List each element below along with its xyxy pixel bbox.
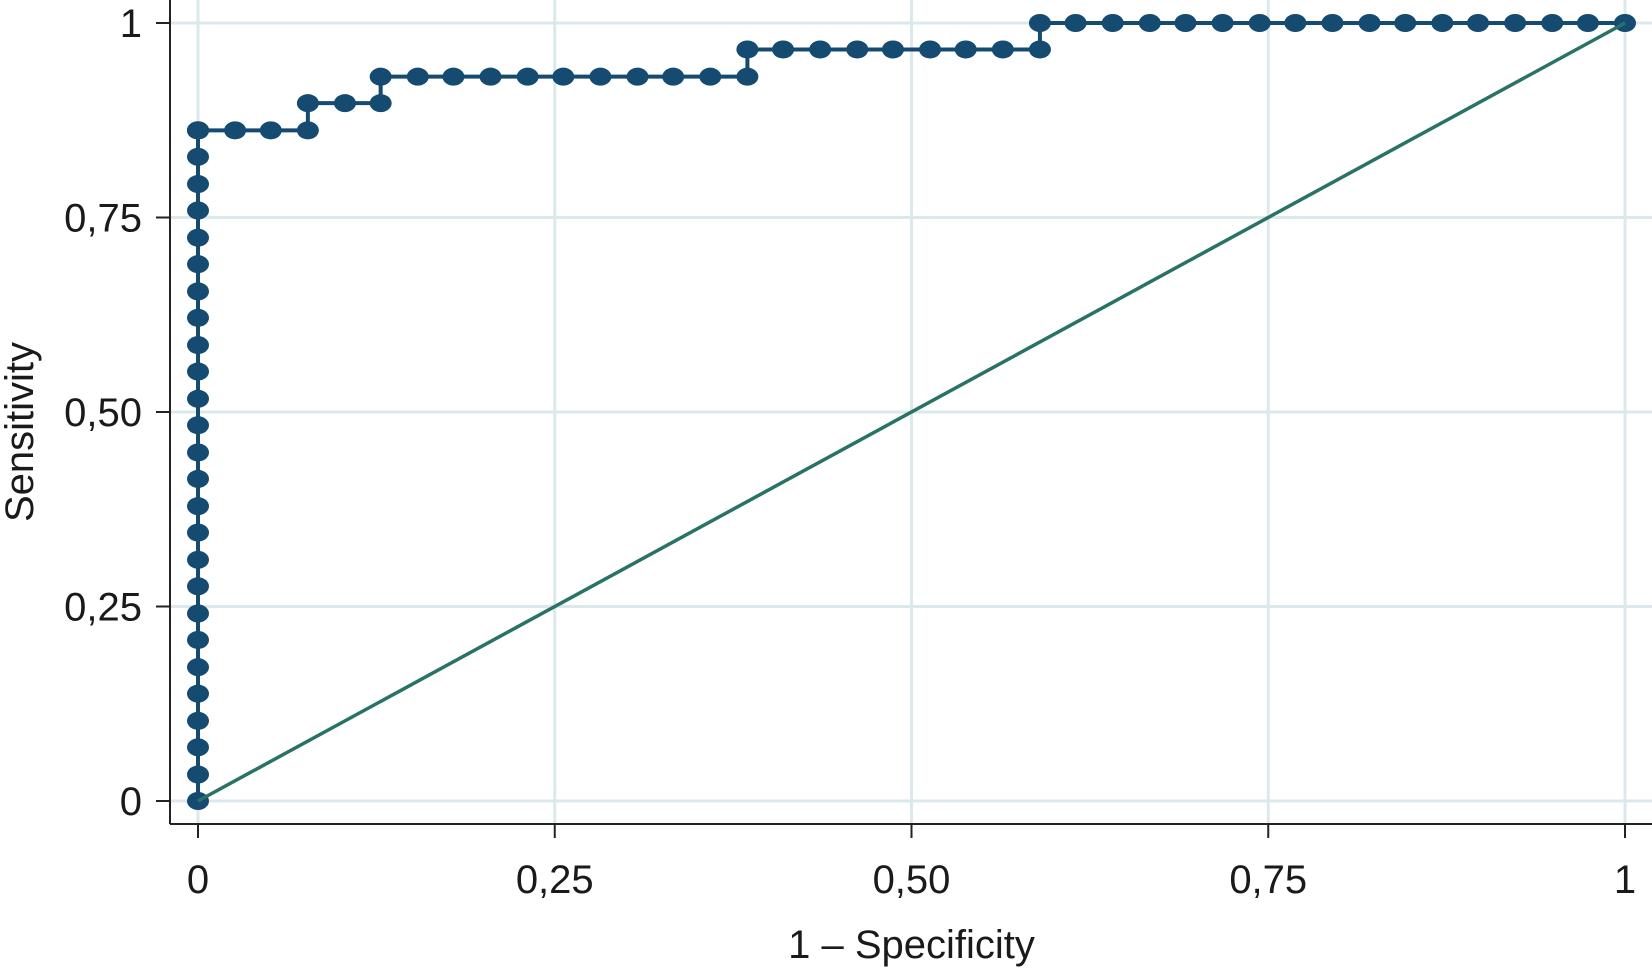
roc-point: [187, 362, 209, 381]
roc-point: [772, 40, 795, 59]
y-tick-label-2: 0,50: [64, 391, 142, 435]
roc-point: [1358, 14, 1381, 32]
roc-point: [187, 228, 209, 247]
roc-point: [187, 308, 209, 327]
roc-point: [1284, 14, 1307, 32]
roc-point: [736, 67, 759, 86]
roc-point: [187, 469, 209, 488]
roc-point: [296, 121, 319, 140]
roc-point: [1431, 14, 1454, 32]
roc-point: [1321, 14, 1344, 32]
roc-point: [187, 604, 209, 623]
roc-point: [187, 738, 209, 757]
x-tick-label-2: 0,50: [873, 858, 951, 902]
roc-point: [516, 67, 539, 86]
roc-point: [479, 67, 502, 86]
plot-series: [187, 14, 1636, 810]
roc-point: [1576, 14, 1599, 32]
roc-point: [187, 497, 209, 516]
roc-point: [187, 255, 209, 274]
roc-point: [296, 94, 319, 113]
roc-point: [589, 67, 612, 86]
roc-point: [662, 67, 685, 86]
y-tick-label-1: 0,25: [64, 586, 142, 630]
y-axis-title: Sensitivity: [0, 342, 42, 522]
roc-point: [1541, 14, 1564, 32]
x-tick-label-0: 0: [187, 858, 209, 902]
roc-point: [954, 40, 977, 59]
roc-point: [187, 336, 209, 355]
roc-point: [1211, 14, 1234, 32]
roc-point: [187, 201, 209, 220]
roc-point: [187, 711, 209, 730]
roc-point: [333, 94, 356, 113]
roc-point: [881, 40, 904, 59]
roc-point: [1101, 14, 1124, 32]
roc-point: [187, 550, 209, 569]
roc-point: [846, 40, 869, 59]
roc-point: [187, 658, 209, 677]
roc-point: [406, 67, 429, 86]
roc-point: [187, 443, 209, 462]
roc-point: [187, 121, 209, 140]
roc-point: [552, 67, 575, 86]
roc-point: [1248, 14, 1271, 32]
y-tick-label-3: 0,75: [64, 197, 142, 241]
roc-point: [187, 389, 209, 408]
roc-point: [1504, 14, 1527, 32]
roc-point: [809, 40, 832, 59]
roc-point: [259, 121, 282, 140]
roc-point: [1174, 14, 1197, 32]
roc-point: [699, 67, 722, 86]
roc-point: [626, 67, 649, 86]
roc-point: [187, 684, 209, 703]
roc-point: [1064, 14, 1087, 32]
tick-labels: 0 0,25 0,50 0,75 1 0 0,25 0,50 0,75 1: [64, 2, 1636, 902]
roc-point: [224, 121, 247, 140]
x-tick-label-3: 0,75: [1229, 858, 1307, 902]
y-tick-label-0: 0: [120, 780, 142, 824]
roc-point: [187, 765, 209, 784]
roc-point: [1138, 14, 1161, 32]
tick-marks: [156, 22, 1626, 838]
roc-point: [369, 67, 392, 86]
y-tick-label-4: 1: [120, 2, 142, 46]
roc-point: [187, 175, 209, 194]
roc-point: [442, 67, 465, 86]
roc-point: [919, 40, 942, 59]
roc-point: [1028, 14, 1051, 32]
roc-point: [1028, 40, 1051, 59]
reference-line: [197, 21, 1626, 803]
roc-point: [1394, 14, 1417, 32]
roc-point: [736, 40, 759, 59]
x-tick-label-1: 0,25: [516, 858, 594, 902]
x-tick-label-4: 1: [1614, 858, 1636, 902]
roc-point: [187, 523, 209, 542]
roc-point: [369, 94, 392, 113]
roc-point: [187, 147, 209, 166]
roc-point: [991, 40, 1014, 59]
roc-point: [1467, 14, 1490, 32]
roc-point: [187, 577, 209, 596]
x-axis-title: 1 – Specificity: [788, 923, 1035, 967]
roc-point: [187, 416, 209, 435]
roc-point: [187, 630, 209, 649]
roc-point: [187, 282, 209, 301]
